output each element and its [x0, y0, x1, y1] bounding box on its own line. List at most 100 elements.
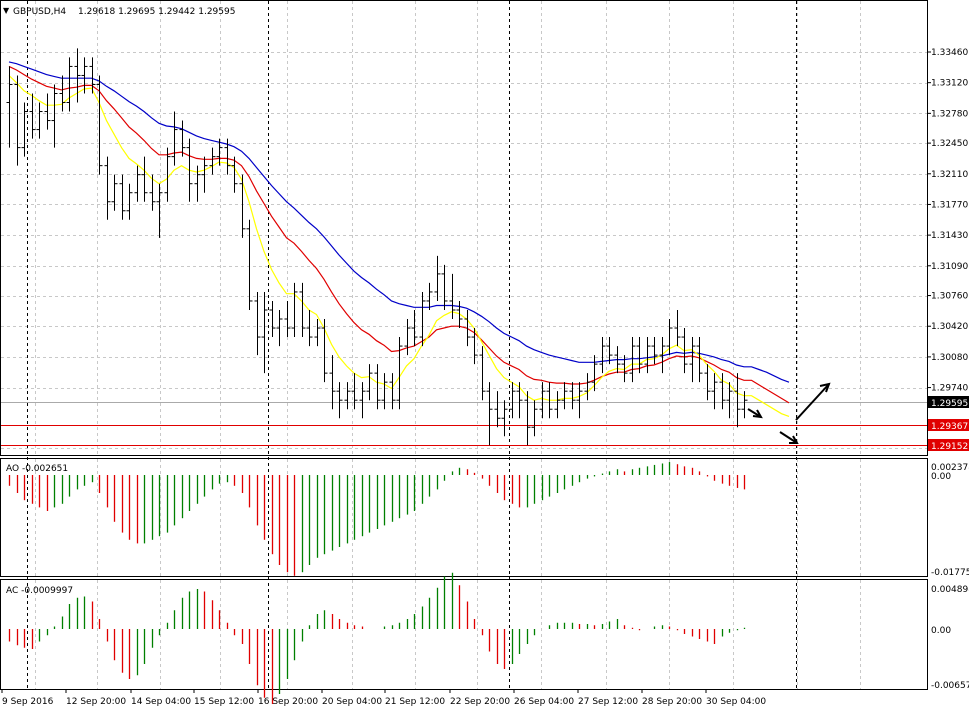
ohlc-bar: [599, 337, 606, 374]
ohlc-bar: [621, 355, 628, 383]
ohlc-bar: [89, 57, 96, 94]
ohlc-bar: [681, 328, 688, 374]
level-1-tag: 1.29367: [928, 419, 969, 432]
ohlc-bar: [299, 282, 306, 338]
ohlc-bar: [434, 255, 441, 301]
time-tick-label: 28 Sep 20:00: [642, 697, 702, 707]
ohlc-bar: [14, 75, 21, 166]
ohlc-bar: [629, 337, 636, 383]
price-tick-label: 1.31430: [931, 231, 968, 241]
time-tick-label: 16 Sep 20:00: [258, 697, 318, 707]
ohlc-bar: [216, 138, 223, 166]
ohlc-bar: [149, 174, 156, 211]
ohlc-bar: [96, 75, 103, 175]
ohlc-bar: [171, 111, 178, 166]
ohlc-bar: [479, 346, 486, 401]
ohlc-bar: [696, 337, 703, 383]
ohlc-bar: [374, 364, 381, 410]
trend-arrows: [747, 382, 831, 444]
price-tick-label: 1.32450: [931, 139, 968, 149]
ohlc-bar: [606, 337, 613, 365]
ohlc-bar: [584, 373, 591, 401]
ohlc-bar: [659, 337, 666, 374]
ac-tick-top: 0.004898: [931, 585, 969, 595]
ohlc-bar: [449, 273, 456, 320]
ohlc-bar: [66, 57, 73, 112]
time-tick-label: 9 Sep 2016: [2, 697, 54, 707]
ohlc-bar: [719, 373, 726, 410]
price-tick-label: 1.33120: [931, 79, 968, 89]
ohlc-bar: [569, 382, 576, 410]
arrow-up: [795, 383, 830, 421]
ohlc-bar: [284, 300, 291, 338]
ac-panel-frame: [0, 579, 928, 690]
arrow-down-short: [747, 408, 762, 418]
ohlc-bar: [126, 183, 133, 220]
current-price-label: 1.29595: [931, 399, 968, 409]
ohlc-bar: [344, 382, 351, 410]
ohlc-bar: [726, 382, 733, 419]
ohlc-bar: [651, 337, 658, 365]
ohlc-bar: [486, 382, 493, 446]
ohlc-bar: [6, 66, 13, 148]
ohlc-bar: [419, 291, 426, 347]
ohlc-bar: [231, 156, 238, 193]
ohlc-bar: [254, 291, 261, 356]
ao-histogram: [8, 462, 746, 576]
header-ohlc: 1.29618 1.29695 1.29442 1.29595: [78, 7, 235, 17]
ohlc-bar: [21, 102, 28, 157]
ohlc-bar: [464, 309, 471, 347]
ac-label: AC -0.0009997: [6, 586, 73, 596]
session-separators: [27, 1, 797, 689]
ohlc-bar: [554, 391, 561, 419]
ohlc-bar: [389, 373, 396, 410]
level-2-label: 1.29152: [931, 442, 968, 452]
ohlc-bar: [471, 328, 478, 365]
ohlc-bar: [516, 382, 523, 419]
ohlc-bar: [201, 156, 208, 193]
horizontal-levels: [1, 402, 927, 446]
ohlc-bar: [59, 75, 66, 112]
time-tick-label: 15 Sep 12:00: [194, 697, 254, 707]
current-price-tag: 1.29595: [928, 396, 969, 409]
ohlc-bar: [524, 391, 531, 446]
ohlc-bars: [6, 48, 748, 446]
main-panel-frame: [0, 0, 928, 456]
ohlc-bar: [329, 355, 336, 410]
header-dropdown-icon[interactable]: ▼: [3, 6, 10, 15]
ac-tick-bottom: -0.006575: [931, 681, 969, 691]
arrow-down-long-head: [789, 435, 799, 444]
ohlc-bar: [351, 373, 358, 410]
ohlc-bar: [689, 337, 696, 383]
ohlc-bar: [501, 400, 508, 437]
ohlc-bar: [411, 309, 418, 347]
ohlc-bar: [306, 309, 313, 347]
ohlc-bar: [224, 138, 231, 175]
ac-histogram: [8, 572, 746, 704]
ohlc-bar: [674, 309, 681, 347]
ohlc-bar: [734, 373, 741, 428]
price-tick-label: 1.30080: [931, 353, 968, 363]
ohlc-bar: [441, 264, 448, 310]
ohlc-bar: [276, 309, 283, 347]
ohlc-bar: [209, 147, 216, 175]
ohlc-bar: [156, 183, 163, 238]
price-tick-label: 1.31770: [931, 200, 968, 210]
time-tick-label: 27 Sep 12:00: [578, 697, 638, 707]
ohlc-bar: [366, 364, 373, 401]
ohlc-bar: [111, 174, 118, 211]
ohlc-bar: [741, 391, 748, 419]
ohlc-bar: [104, 156, 111, 220]
ohlc-bar: [81, 57, 88, 94]
grid: [1, 1, 927, 689]
ohlc-bar: [591, 355, 598, 392]
ohlc-bar: [164, 147, 171, 202]
ohlc-bar: [531, 400, 538, 437]
ohlc-bar: [336, 382, 343, 419]
ohlc-bar: [179, 120, 186, 157]
ohlc-bar: [186, 138, 193, 202]
header-symbol: GBPUSD,H4: [13, 7, 66, 17]
ao-panel-frame: [0, 458, 928, 577]
time-axis: 9 Sep 2016 12 Sep 20:00 14 Sep 04:00 15 Sep…: [1, 689, 766, 707]
time-tick-label: 21 Sep 12:00: [385, 697, 445, 707]
